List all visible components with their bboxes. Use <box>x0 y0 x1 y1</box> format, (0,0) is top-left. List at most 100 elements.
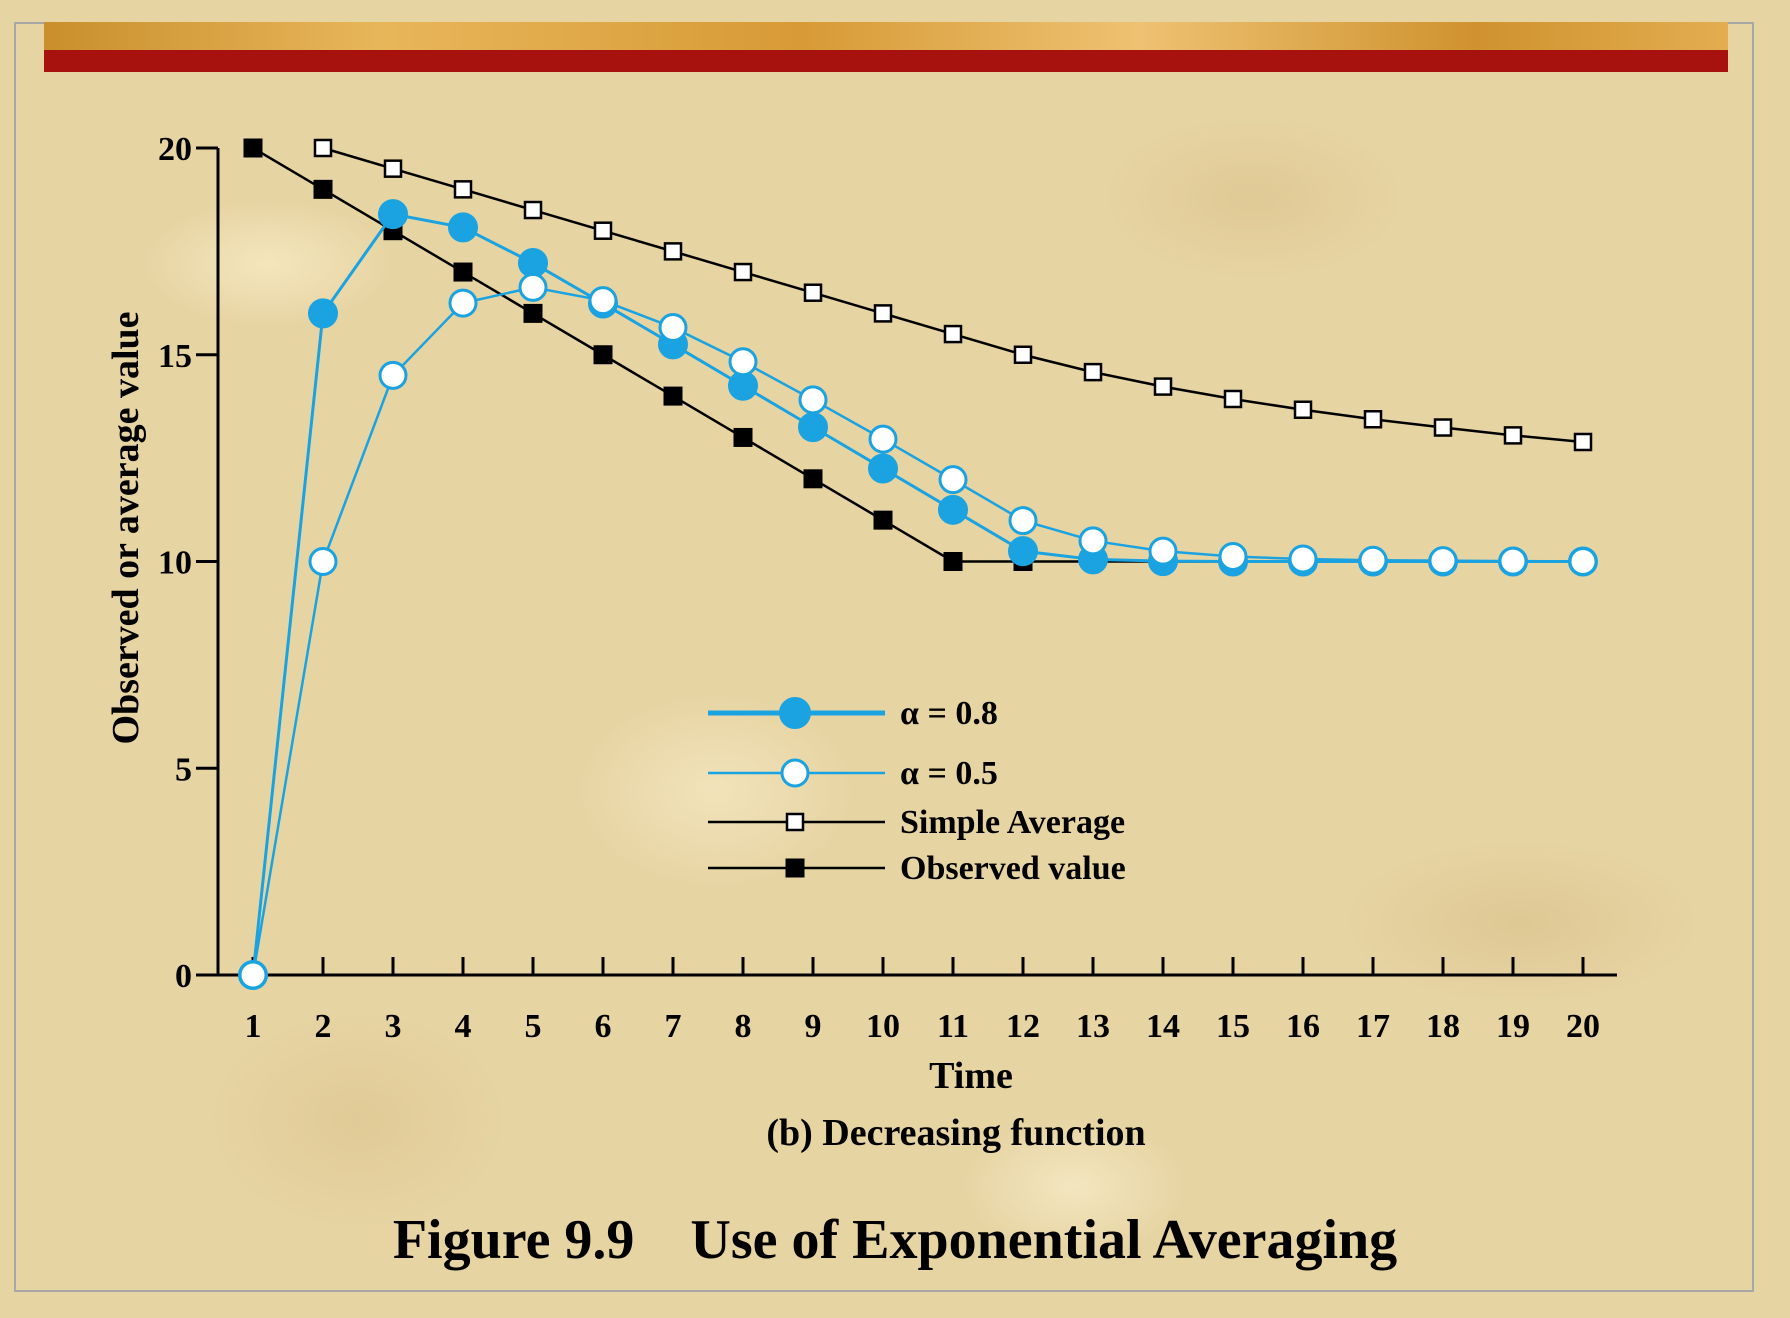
data-point <box>868 424 898 454</box>
data-point <box>1573 432 1593 452</box>
decorative-red-band <box>44 50 1728 72</box>
x-tick-label: 11 <box>937 1008 969 1045</box>
y-tick-label: 15 <box>158 338 192 375</box>
decorative-gold-band <box>44 22 1728 50</box>
x-tick-label: 16 <box>1286 1008 1320 1045</box>
data-point <box>518 247 548 278</box>
series-1 <box>238 272 1598 990</box>
x-tick-label: 3 <box>385 1008 402 1045</box>
data-point <box>308 298 338 329</box>
data-point <box>313 179 333 199</box>
data-point <box>943 324 963 344</box>
data-point <box>448 288 478 318</box>
y-tick-label: 5 <box>175 751 192 788</box>
data-point <box>518 272 548 302</box>
data-point <box>873 510 893 530</box>
data-point <box>663 242 683 261</box>
data-point <box>238 960 268 990</box>
x-tick-label: 1 <box>245 1008 262 1045</box>
data-point <box>378 360 408 390</box>
x-tick-label: 14 <box>1146 1008 1180 1045</box>
x-tick-label: 17 <box>1356 1008 1390 1045</box>
data-point <box>593 345 613 365</box>
data-point <box>1153 377 1173 396</box>
data-point <box>1363 410 1383 429</box>
y-tick-label: 0 <box>175 958 192 995</box>
data-point <box>868 453 898 484</box>
data-point <box>1083 362 1103 382</box>
data-point <box>1288 544 1318 574</box>
legend-label: Simple Average <box>900 804 1125 841</box>
x-tick-label: 8 <box>735 1008 752 1045</box>
data-point <box>733 262 753 282</box>
legend-entry: Simple Average <box>708 804 1125 841</box>
x-tick-label: 5 <box>525 1008 542 1045</box>
legend-label: α = 0.8 <box>900 695 998 732</box>
legend-marker <box>780 758 810 788</box>
y-axis-title: Observed or average value <box>105 311 147 744</box>
x-tick-label: 2 <box>315 1008 332 1045</box>
x-tick-label: 19 <box>1496 1008 1530 1045</box>
legend-marker <box>785 858 805 878</box>
data-point <box>1148 536 1178 566</box>
data-point <box>378 199 408 230</box>
x-tick-label: 9 <box>805 1008 822 1045</box>
data-point <box>1293 400 1313 419</box>
legend-entry: Observed value <box>708 850 1126 887</box>
series-2 <box>313 138 1593 452</box>
data-point <box>803 283 823 302</box>
data-point <box>383 159 403 178</box>
legend-entry: α = 0.8 <box>708 695 998 732</box>
x-tick-label: 18 <box>1426 1008 1460 1045</box>
data-point <box>728 347 758 377</box>
data-point <box>448 212 478 243</box>
x-axis-title: Time <box>929 1055 1013 1097</box>
data-point <box>798 412 828 443</box>
chart-legend: α = 0.8 α = 0.5 Simple Average Observed val… <box>708 695 1126 887</box>
data-point <box>938 465 968 495</box>
x-tick-label: 13 <box>1076 1008 1110 1045</box>
x-tick-label: 4 <box>455 1008 472 1045</box>
data-point <box>1503 426 1523 445</box>
data-point <box>798 385 828 415</box>
data-point <box>523 303 543 323</box>
data-point <box>1078 526 1108 556</box>
y-tick-label: 20 <box>158 131 192 168</box>
legend-label: α = 0.5 <box>900 755 998 792</box>
x-tick-label: 6 <box>595 1008 612 1045</box>
data-point <box>733 427 753 447</box>
x-tick-label: 12 <box>1006 1008 1040 1045</box>
x-tick-label: 20 <box>1566 1008 1600 1045</box>
data-point <box>1008 506 1038 536</box>
data-point <box>873 304 893 323</box>
data-point <box>1218 542 1248 572</box>
data-point <box>308 547 338 576</box>
x-tick-labels: 1 2 3 4 5 6 7 8 9 10 11 12 13 14 15 16 17 18 19 20 <box>245 1008 1601 1045</box>
series-3 <box>243 138 1593 571</box>
data-point <box>658 312 688 342</box>
data-point <box>1013 345 1033 364</box>
data-point <box>453 262 473 282</box>
data-point <box>593 221 613 240</box>
data-point <box>243 138 263 158</box>
legend-entry: α = 0.5 <box>708 755 998 792</box>
legend-marker <box>785 812 805 832</box>
data-point <box>588 286 618 316</box>
data-point <box>943 552 963 571</box>
data-point <box>1433 418 1453 437</box>
data-point <box>453 180 473 199</box>
data-point <box>1008 536 1038 567</box>
data-point <box>1223 389 1243 409</box>
y-tick-labels: 0 5 10 15 20 <box>158 131 192 995</box>
data-point <box>1428 546 1458 576</box>
x-tick-label: 15 <box>1216 1008 1250 1045</box>
data-point <box>523 200 543 220</box>
series-line <box>252 146 1583 563</box>
legend-marker <box>779 697 811 729</box>
data-point <box>663 386 683 406</box>
data-point <box>803 469 823 489</box>
legend-label: Observed value <box>900 850 1126 887</box>
data-point <box>313 138 333 158</box>
